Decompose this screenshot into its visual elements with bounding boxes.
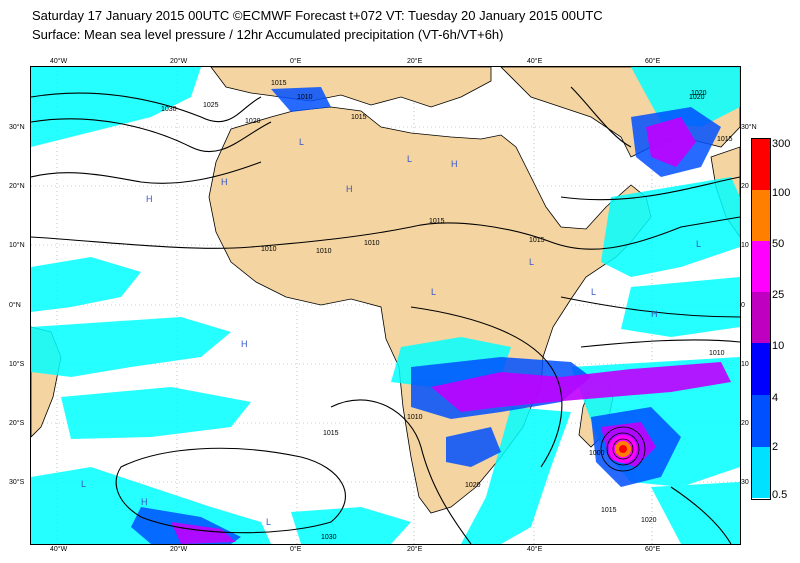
chart-header: Saturday 17 January 2015 00UTC ©ECMWF Fo… — [32, 6, 772, 44]
legend-swatch-orange — [752, 190, 770, 241]
isobar-label: 1020 — [641, 517, 657, 524]
isobar-label: 1015 — [529, 237, 545, 244]
isobar-label: 1020 — [691, 90, 707, 97]
isobar-label: 1015 — [601, 507, 617, 514]
lon-tick-bottom: 40°E — [527, 546, 543, 553]
lat-tick-left: 0°N — [9, 302, 21, 309]
lat-tick-right: 20 — [741, 183, 749, 190]
isobar-label: 1015 — [323, 430, 339, 437]
low-pressure-marker: L — [266, 517, 271, 527]
legend-swatch-mid-blue — [752, 395, 770, 447]
legend-label: 100 — [772, 187, 791, 199]
high-pressure-marker: H — [451, 159, 458, 169]
lon-tick-bottom: 0°E — [290, 546, 302, 553]
isobar-label: 1030 — [321, 534, 337, 541]
lat-tick-left: 20°N — [9, 183, 25, 190]
forecast-map[interactable]: 1030 1025 1020 1015 1010 1015 1010 1010 … — [30, 66, 741, 545]
lat-tick-right: 10 — [741, 361, 749, 368]
isobar-label: 1030 — [161, 106, 177, 113]
pressure-centres: H H H H H H H L L L L L L L L — [81, 137, 701, 527]
lat-tick-right: 30°N — [741, 124, 757, 131]
isobar-label: 1015 — [717, 136, 733, 143]
lon-tick-top: 0°E — [290, 58, 302, 65]
isobar-label: 1020 — [689, 94, 705, 101]
isobar-label: 1015 — [429, 218, 445, 225]
lon-tick-bottom: 20°W — [170, 546, 188, 553]
precip-legend — [751, 138, 771, 500]
isobar-label: 1020 — [245, 118, 261, 125]
legend-label: 0.5 — [772, 489, 788, 501]
lon-tick-top: 20°E — [407, 58, 423, 65]
legend-label: 4 — [772, 392, 779, 404]
legend-label: 25 — [772, 289, 785, 301]
legend-swatch-purple — [752, 292, 770, 343]
isobar-label: 1000 — [589, 450, 605, 457]
isobar-labels: 1030 1025 1020 1015 1010 1015 1010 1010 … — [161, 80, 733, 541]
isobar-label: 1020 — [465, 482, 481, 489]
lon-tick-bottom: 20°E — [407, 546, 423, 553]
isobar-label: 1010 — [407, 414, 423, 421]
lat-tick-right: 10 — [741, 242, 749, 249]
lat-tick-left: 30°S — [9, 479, 25, 486]
high-pressure-marker: H — [141, 497, 148, 507]
lat-tick-right: 30 — [741, 479, 749, 486]
legend-swatch-cyan — [752, 447, 770, 498]
isobar-label: 1010 — [709, 350, 725, 357]
low-pressure-marker: L — [431, 287, 436, 297]
lon-tick-bottom: 40°W — [50, 546, 68, 553]
lon-tick-bottom: 60°E — [645, 546, 661, 553]
high-pressure-marker: H — [241, 339, 248, 349]
lon-tick-top: 40°E — [527, 58, 543, 65]
lat-tick-left: 20°S — [9, 420, 25, 427]
lon-tick-top: 20°W — [170, 58, 188, 65]
isobars — [31, 86, 740, 544]
legend-label: 50 — [772, 238, 785, 250]
high-pressure-marker: H — [346, 184, 353, 194]
title-line-2: Surface: Mean sea level pressure / 12hr … — [32, 27, 504, 42]
lon-tick-top: 40°W — [50, 58, 68, 65]
isobar-label: 1010 — [364, 240, 380, 247]
isobar-label: 1015 — [351, 114, 367, 121]
low-pressure-marker: L — [529, 257, 534, 267]
legend-label: 10 — [772, 340, 785, 352]
isobar-label: 1015 — [271, 80, 287, 87]
isobar-label: 1010 — [297, 94, 313, 101]
lat-tick-right: 0 — [741, 302, 745, 309]
isobar-label: 1010 — [261, 246, 277, 253]
low-pressure-marker: L — [81, 479, 86, 489]
legend-swatch-blue — [752, 343, 770, 395]
low-pressure-marker: L — [591, 287, 596, 297]
isobar-label: 1010 — [316, 248, 332, 255]
lat-tick-right: 20 — [741, 420, 749, 427]
low-pressure-marker: L — [696, 239, 701, 249]
legend-swatch-red — [752, 139, 770, 190]
high-pressure-marker: H — [651, 309, 658, 319]
europe-landmass — [210, 67, 492, 108]
lat-tick-left: 30°N — [9, 124, 25, 131]
cyclone-core — [600, 426, 646, 472]
isobar-label: 1025 — [203, 102, 219, 109]
high-pressure-marker: H — [221, 177, 228, 187]
legend-label: 300 — [772, 138, 791, 150]
title-line-1: Saturday 17 January 2015 00UTC ©ECMWF Fo… — [32, 8, 603, 23]
lon-tick-top: 60°E — [645, 58, 661, 65]
high-pressure-marker: H — [146, 194, 153, 204]
low-pressure-marker: L — [407, 154, 412, 164]
legend-swatch-magenta — [752, 241, 770, 292]
legend-label: 2 — [772, 441, 779, 453]
lat-tick-left: 10°S — [9, 361, 25, 368]
map-canvas: 1030 1025 1020 1015 1010 1015 1010 1010 … — [31, 67, 740, 544]
lat-tick-left: 10°N — [9, 242, 25, 249]
low-pressure-marker: L — [299, 137, 304, 147]
